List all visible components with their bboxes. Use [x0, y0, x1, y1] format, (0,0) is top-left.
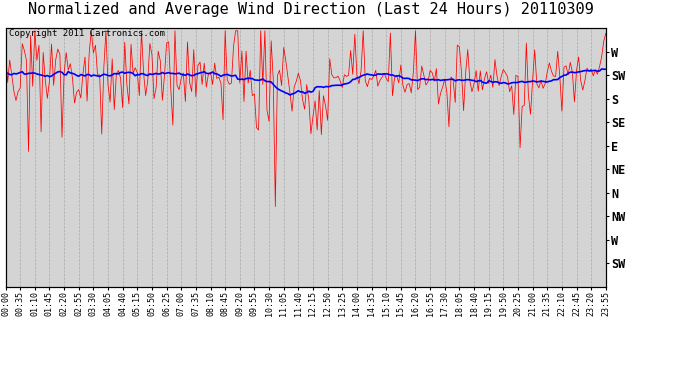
Text: Normalized and Average Wind Direction (Last 24 Hours) 20110309: Normalized and Average Wind Direction (L… [28, 2, 593, 17]
Text: Copyright 2011 Cartronics.com: Copyright 2011 Cartronics.com [8, 29, 164, 38]
